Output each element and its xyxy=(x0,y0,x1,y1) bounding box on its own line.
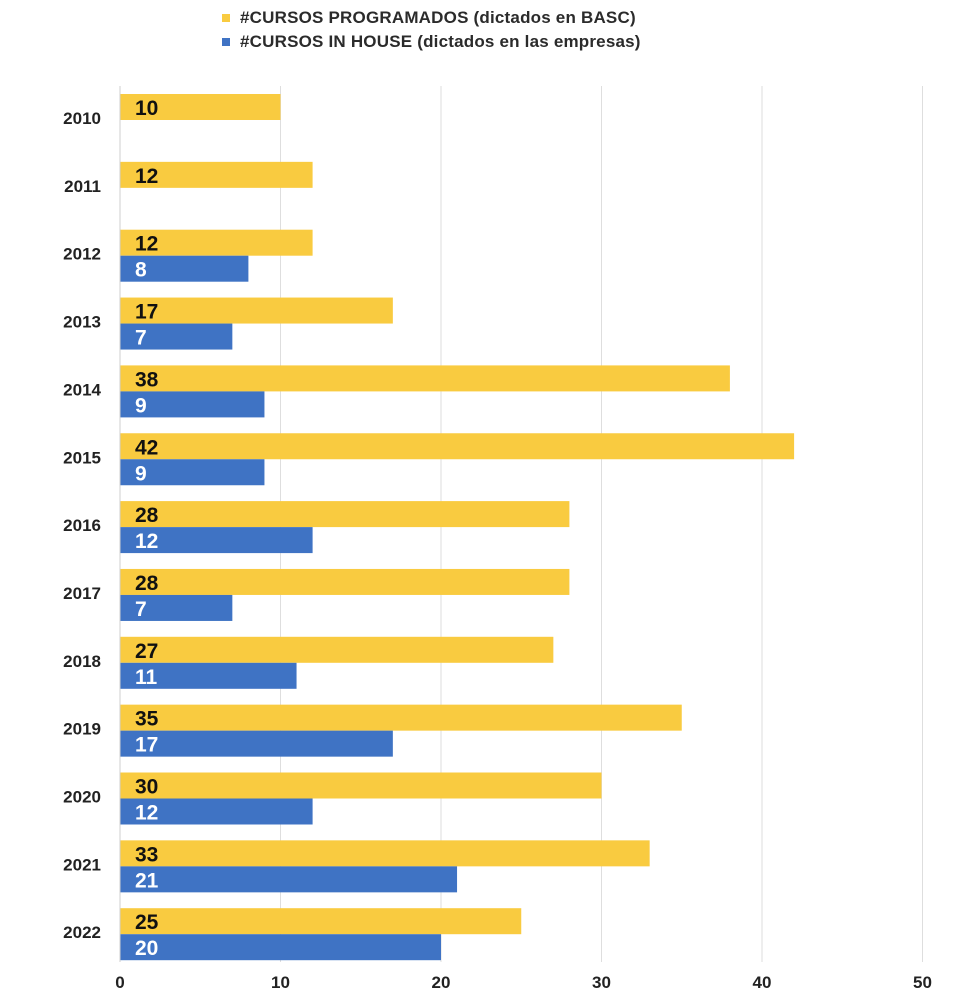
bar xyxy=(120,391,265,418)
legend-swatch xyxy=(222,38,230,46)
data-label: 33 xyxy=(135,843,158,866)
y-tick-label: 2015 xyxy=(63,448,101,467)
data-label: 10 xyxy=(135,97,158,120)
bar xyxy=(120,934,441,961)
bar xyxy=(120,840,650,867)
data-label: 17 xyxy=(135,734,158,757)
data-label: 8 xyxy=(135,259,147,282)
y-tick-label: 2016 xyxy=(63,516,101,535)
bar xyxy=(120,636,554,663)
y-tick-label: 2011 xyxy=(64,177,101,196)
data-label: 42 xyxy=(135,436,158,459)
y-tick-label: 2013 xyxy=(63,313,101,332)
x-tick-label: 30 xyxy=(592,973,611,992)
bar xyxy=(120,730,393,757)
legend-label: #CURSOS IN HOUSE (dictados en las empres… xyxy=(240,32,641,51)
data-label: 35 xyxy=(135,708,159,731)
bar xyxy=(120,662,297,689)
data-label: 11 xyxy=(135,666,158,689)
data-label: 7 xyxy=(135,327,147,350)
bar xyxy=(120,94,281,120)
bar xyxy=(120,908,522,935)
bar xyxy=(120,365,730,392)
y-tick-label: 2017 xyxy=(63,584,101,603)
legend-item: #CURSOS IN HOUSE (dictados en las empres… xyxy=(222,30,641,54)
bar xyxy=(120,501,570,528)
data-label: 12 xyxy=(135,233,158,256)
bar xyxy=(120,297,393,324)
data-label: 38 xyxy=(135,368,159,391)
y-tick-label: 2018 xyxy=(63,652,101,671)
bar xyxy=(120,161,313,188)
y-tick-label: 2012 xyxy=(63,245,101,264)
y-tick-label: 2021 xyxy=(63,855,101,874)
data-label: 20 xyxy=(135,937,158,960)
y-tick-label: 2020 xyxy=(63,788,101,807)
bar xyxy=(120,594,233,621)
bar xyxy=(120,229,313,256)
x-tick-label: 40 xyxy=(753,973,772,992)
data-label: 9 xyxy=(135,462,147,485)
bar xyxy=(120,433,795,460)
y-tick-label: 2019 xyxy=(63,720,101,739)
x-tick-label: 0 xyxy=(115,973,124,992)
bar xyxy=(120,459,265,486)
y-tick-label: 2014 xyxy=(63,380,101,399)
data-label: 28 xyxy=(135,572,159,595)
data-label: 12 xyxy=(135,802,158,825)
bar xyxy=(120,568,570,595)
data-label: 25 xyxy=(135,911,159,934)
y-tick-label: 2010 xyxy=(63,109,101,128)
bar xyxy=(120,323,233,350)
legend-label: #CURSOS PROGRAMADOS (dictados en BASC) xyxy=(240,8,636,27)
data-label: 9 xyxy=(135,394,147,417)
x-tick-label: 50 xyxy=(913,973,932,992)
legend-item: #CURSOS PROGRAMADOS (dictados en BASC) xyxy=(222,6,641,30)
bar xyxy=(120,798,313,825)
data-label: 21 xyxy=(135,869,159,892)
bar xyxy=(120,866,458,893)
bar xyxy=(120,255,249,282)
data-label: 27 xyxy=(135,640,158,663)
data-label: 30 xyxy=(135,776,158,799)
data-label: 12 xyxy=(135,165,158,188)
x-tick-label: 20 xyxy=(432,973,451,992)
chart-legend: #CURSOS PROGRAMADOS (dictados en BASC) #C… xyxy=(222,6,641,54)
x-tick-label: 10 xyxy=(271,973,290,992)
data-label: 12 xyxy=(135,530,158,553)
data-label: 17 xyxy=(135,301,158,324)
data-label: 28 xyxy=(135,504,159,527)
y-tick-label: 2022 xyxy=(63,923,101,942)
bar xyxy=(120,527,313,554)
bar xyxy=(120,772,602,799)
data-label: 7 xyxy=(135,598,147,621)
bar xyxy=(120,704,682,731)
legend-swatch xyxy=(222,14,230,22)
